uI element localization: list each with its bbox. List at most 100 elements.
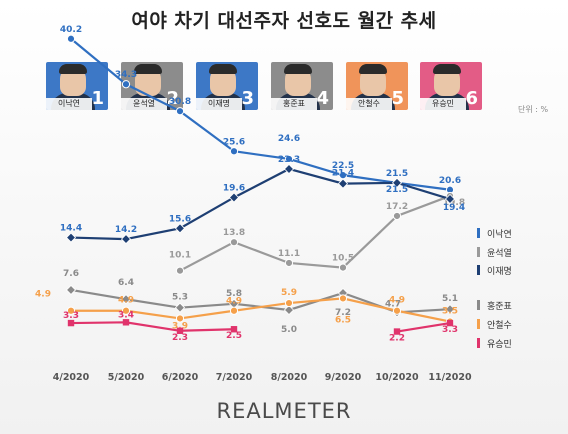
data-point	[176, 327, 184, 334]
data-point	[230, 326, 238, 333]
chart-title: 여야 차기 대선주자 선호도 월간 추세	[131, 10, 437, 32]
series-line	[70, 167, 451, 241]
data-point	[446, 319, 454, 327]
data-point	[284, 298, 294, 308]
candidate-rank: 1	[91, 88, 104, 109]
data-label: 21.4	[332, 169, 354, 179]
x-tick-label: 10/2020	[375, 372, 419, 383]
unit-label: 단위 : %	[518, 105, 549, 114]
data-label: 3.9	[172, 321, 188, 331]
data-label: 25.6	[223, 137, 245, 147]
brand-logo: REALMETER	[216, 399, 352, 423]
data-point	[229, 238, 239, 247]
x-tick-label: 9/2020	[325, 372, 362, 383]
data-label: 6.5	[335, 315, 351, 325]
data-label: 7.2	[335, 308, 351, 318]
legend-swatch	[477, 247, 480, 257]
data-label: 11.1	[278, 249, 300, 259]
data-label: 14.4	[60, 224, 82, 234]
data-label: 5.0	[281, 325, 297, 335]
data-label: 3.3	[63, 311, 79, 321]
legend-swatch	[477, 338, 480, 348]
candidate-rank: 3	[241, 88, 254, 109]
data-label: 21.5	[386, 185, 408, 195]
legend-swatch	[477, 319, 480, 329]
x-tick-label: 6/2020	[162, 372, 199, 383]
data-label: 4.9	[389, 296, 405, 306]
data-point	[391, 177, 403, 188]
data-point	[67, 319, 75, 327]
x-tick-label: 8/2020	[271, 372, 308, 383]
data-label: 17.2	[386, 202, 408, 212]
data-label: 5.9	[281, 288, 297, 298]
candidate-rank: 6	[465, 88, 478, 109]
data-point	[444, 193, 456, 205]
legend-label: 홍준표	[487, 300, 512, 312]
portrait-hair	[433, 64, 461, 74]
series-line	[70, 37, 451, 191]
x-tick-label: 11/2020	[428, 372, 472, 383]
data-point	[175, 314, 185, 323]
data-label: 3.4	[118, 310, 134, 320]
data-label: 14.2	[115, 225, 137, 235]
data-point	[120, 234, 132, 245]
data-point	[65, 284, 77, 296]
legend-label: 이낙연	[487, 229, 512, 240]
data-point	[337, 178, 349, 189]
data-label: 2.5	[226, 331, 242, 341]
candidate-card: 홍준표 4	[271, 62, 333, 110]
candidate-name: 유승민	[420, 98, 466, 110]
data-point	[229, 147, 239, 156]
data-label: 13.8	[223, 228, 245, 238]
data-label: 30.8	[169, 97, 191, 107]
portrait-hair	[209, 64, 237, 74]
candidate-rank: 5	[391, 88, 404, 109]
data-label: 4.7	[385, 299, 401, 309]
legend-label: 윤석열	[487, 248, 512, 259]
data-label: 10.5	[332, 254, 354, 264]
candidate-card: 이낙연 1	[46, 62, 108, 110]
legend-label: 유승민	[487, 339, 512, 350]
data-label: 3.3	[442, 325, 458, 335]
data-point	[120, 294, 132, 305]
data-point	[338, 263, 348, 272]
series-line	[70, 321, 235, 332]
data-point	[121, 80, 131, 89]
data-point	[66, 34, 76, 43]
data-label: 19.6	[223, 183, 245, 193]
data-label: 34.3	[115, 70, 137, 80]
candidate-card: 유승민 6	[420, 62, 482, 110]
legend-label: 안철수	[487, 320, 512, 331]
data-label: 4.9	[226, 297, 242, 307]
data-label: 40.2	[60, 25, 82, 35]
portrait-hair	[134, 64, 162, 74]
data-point	[284, 258, 294, 268]
data-label: 22.5	[332, 161, 354, 171]
legend-swatch	[477, 300, 480, 310]
series-line	[396, 321, 451, 333]
data-label: 2.2	[389, 334, 405, 344]
legend-swatch	[477, 265, 480, 275]
data-label: 2.3	[172, 333, 188, 343]
data-point	[338, 294, 348, 303]
data-point	[392, 211, 402, 221]
data-point	[283, 163, 295, 175]
legend-swatch	[477, 228, 480, 238]
x-tick-label: 4/2020	[53, 372, 90, 383]
data-point	[393, 328, 401, 335]
data-point	[174, 223, 186, 234]
candidate-name: 이재명	[196, 98, 242, 110]
data-point	[121, 306, 131, 315]
candidate-name: 윤석열	[121, 98, 167, 110]
data-point	[229, 306, 239, 315]
data-label: 5.3	[172, 293, 188, 303]
data-label: 10.1	[169, 251, 191, 261]
data-point	[444, 304, 456, 315]
portrait-hair	[59, 64, 87, 74]
data-label: 5.8	[226, 289, 242, 299]
data-point	[175, 266, 185, 275]
x-tick-label: 5/2020	[108, 372, 145, 383]
data-label: 4.9	[35, 290, 51, 300]
candidate-rank: 4	[316, 88, 329, 109]
